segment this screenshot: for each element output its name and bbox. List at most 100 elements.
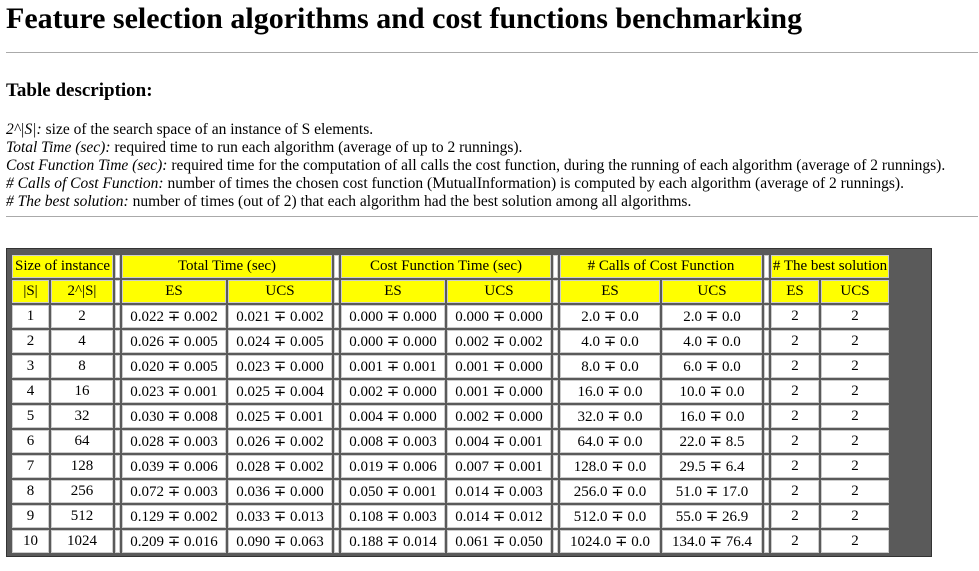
table-cell: 0.014 ∓ 0.012 — [447, 505, 551, 528]
description-term: # Calls of Cost Function: — [6, 175, 164, 192]
table-cell: 16.0 ∓ 0.0 — [560, 380, 660, 403]
table-cell: 2 — [771, 380, 819, 403]
table-cell: 7 — [12, 455, 49, 478]
description-text: required time to run each algorithm (ave… — [110, 139, 523, 156]
column-gap — [334, 530, 339, 553]
benchmark-table: Size of instance Total Time (sec) Cost Fun… — [10, 253, 891, 555]
column-gap — [553, 255, 558, 278]
column-gap — [115, 455, 120, 478]
column-gap — [115, 430, 120, 453]
column-header: UCS — [821, 280, 889, 303]
column-gap — [553, 280, 558, 303]
description-line: Total Time (sec): required time to run e… — [6, 139, 945, 157]
table-cell: 512.0 ∓ 0.0 — [560, 505, 660, 528]
table-cell: 0.025 ∓ 0.004 — [228, 380, 332, 403]
page-title: Feature selection algorithms and cost fu… — [6, 2, 803, 35]
column-gap — [553, 405, 558, 428]
table-cell: 0.025 ∓ 0.001 — [228, 405, 332, 428]
table-cell: 0.033 ∓ 0.013 — [228, 505, 332, 528]
table-cell: 2.0 ∓ 0.0 — [662, 305, 762, 328]
column-gap — [764, 280, 769, 303]
table-cell: 512 — [51, 505, 113, 528]
column-gap — [115, 355, 120, 378]
table-cell: 51.0 ∓ 17.0 — [662, 480, 762, 503]
column-header: UCS — [228, 280, 332, 303]
table-cell: 0.028 ∓ 0.003 — [122, 430, 226, 453]
table-cell: 0.039 ∓ 0.006 — [122, 455, 226, 478]
group-header: Cost Function Time (sec) — [341, 255, 551, 278]
column-gap — [764, 330, 769, 353]
column-gap — [115, 305, 120, 328]
table-cell: 0.002 ∓ 0.000 — [447, 405, 551, 428]
table-cell: 4 — [51, 330, 113, 353]
table-cell: 128 — [51, 455, 113, 478]
table-cell: 134.0 ∓ 76.4 — [662, 530, 762, 553]
column-gap — [334, 505, 339, 528]
column-gap — [764, 380, 769, 403]
table-cell: 6 — [12, 430, 49, 453]
table-row: 8 256 0.072 ∓ 0.003 0.036 ∓ 0.000 0.050 ∓ 0.… — [12, 480, 889, 503]
column-gap — [115, 530, 120, 553]
column-gap — [553, 530, 558, 553]
table-cell: 2 — [821, 305, 889, 328]
table-cell: 64.0 ∓ 0.0 — [560, 430, 660, 453]
column-gap — [115, 280, 120, 303]
table-cell: 0.021 ∓ 0.002 — [228, 305, 332, 328]
column-header: ES — [341, 280, 445, 303]
table-cell: 32 — [51, 405, 113, 428]
column-header: UCS — [447, 280, 551, 303]
column-gap — [334, 430, 339, 453]
column-gap — [334, 330, 339, 353]
table-cell: 0.050 ∓ 0.001 — [341, 480, 445, 503]
column-gap — [764, 530, 769, 553]
column-gap — [115, 405, 120, 428]
table-cell: 8.0 ∓ 0.0 — [560, 355, 660, 378]
table-cell: 2 — [12, 330, 49, 353]
table-cell: 0.004 ∓ 0.000 — [341, 405, 445, 428]
table-cell: 2 — [821, 430, 889, 453]
description-heading: Table description: — [6, 80, 153, 101]
table-cell: 1 — [12, 305, 49, 328]
column-gap — [764, 355, 769, 378]
table-cell: 0.000 ∓ 0.000 — [341, 330, 445, 353]
table-cell: 2 — [821, 455, 889, 478]
table-cell: 2 — [771, 330, 819, 353]
table-cell: 2 — [771, 405, 819, 428]
column-header: ES — [560, 280, 660, 303]
column-gap — [553, 455, 558, 478]
table-cell: 256 — [51, 480, 113, 503]
table-cell: 2 — [821, 530, 889, 553]
table-row: 3 8 0.020 ∓ 0.005 0.023 ∓ 0.000 0.001 ∓ 0.00… — [12, 355, 889, 378]
table-cell: 0.090 ∓ 0.063 — [228, 530, 332, 553]
table-cell: 0.188 ∓ 0.014 — [341, 530, 445, 553]
benchmark-table-frame: Size of instance Total Time (sec) Cost Fun… — [6, 248, 932, 557]
table-description: 2^|S|: size of the search space of an in… — [6, 121, 945, 211]
column-gap — [334, 305, 339, 328]
table-cell: 2 — [771, 480, 819, 503]
table-cell: 2 — [771, 455, 819, 478]
description-line: 2^|S|: size of the search space of an in… — [6, 121, 945, 139]
table-cell: 4 — [12, 380, 49, 403]
table-cell: 0.026 ∓ 0.002 — [228, 430, 332, 453]
description-line: # Calls of Cost Function: number of time… — [6, 175, 945, 193]
table-cell: 0.004 ∓ 0.001 — [447, 430, 551, 453]
column-gap — [553, 430, 558, 453]
table-cell: 55.0 ∓ 26.9 — [662, 505, 762, 528]
table-cell: 32.0 ∓ 0.0 — [560, 405, 660, 428]
column-gap — [764, 455, 769, 478]
table-cell: 2 — [821, 330, 889, 353]
table-row: 2 4 0.026 ∓ 0.005 0.024 ∓ 0.005 0.000 ∓ 0.00… — [12, 330, 889, 353]
table-cell: 2 — [821, 480, 889, 503]
column-gap — [115, 480, 120, 503]
table-cell: 1024 — [51, 530, 113, 553]
column-gap — [764, 405, 769, 428]
description-text: number of times the chosen cost function… — [163, 175, 904, 192]
table-row: 1 2 0.022 ∓ 0.002 0.021 ∓ 0.002 0.000 ∓ 0.00… — [12, 305, 889, 328]
description-text: size of the search space of an instance … — [41, 121, 374, 138]
sub-header-row: |S| 2^|S| ES UCS ES UCS ES UCS ES UCS — [12, 280, 889, 303]
table-cell: 6.0 ∓ 0.0 — [662, 355, 762, 378]
table-cell: 0.002 ∓ 0.002 — [447, 330, 551, 353]
table-cell: 0.023 ∓ 0.001 — [122, 380, 226, 403]
column-gap — [334, 255, 339, 278]
table-cell: 0.000 ∓ 0.000 — [447, 305, 551, 328]
